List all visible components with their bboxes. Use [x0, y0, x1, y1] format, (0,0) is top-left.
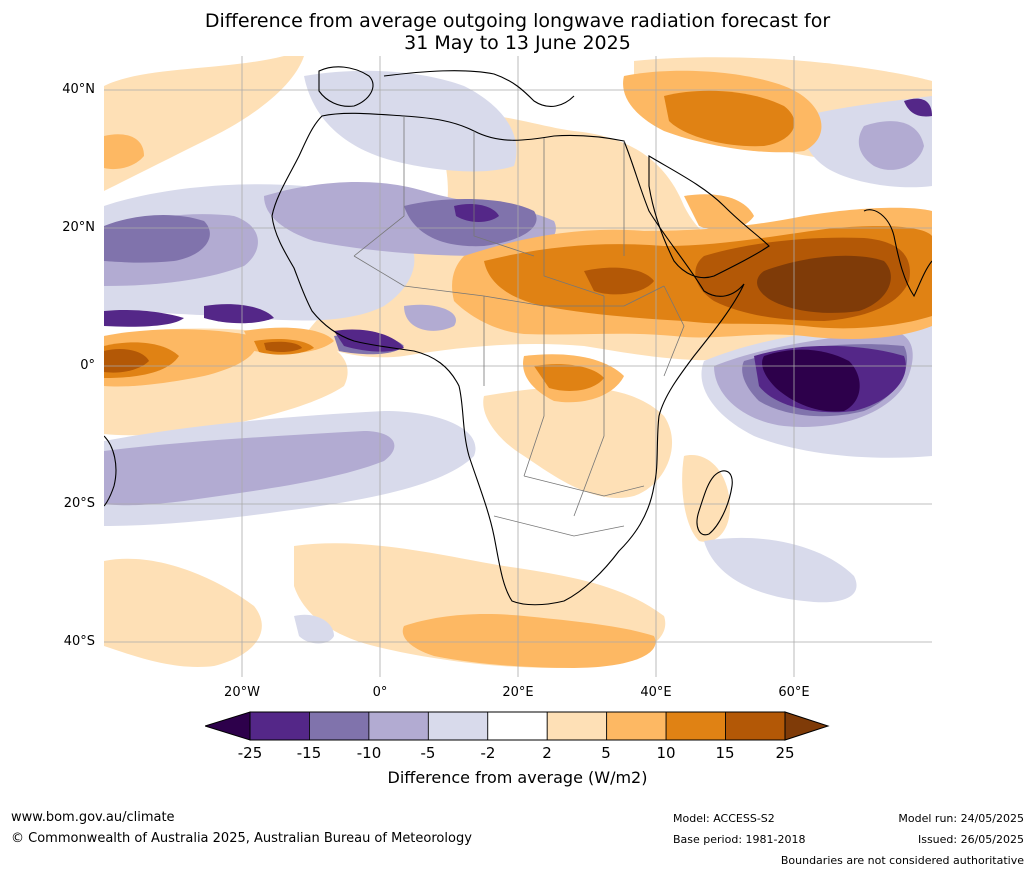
- colorbar-swatch: [427, 711, 489, 741]
- colorbar-tick: 10: [656, 744, 676, 762]
- lat-label-40n: 40°N: [62, 82, 95, 97]
- colorbar-extend-high: [784, 711, 830, 741]
- footer-base-period: Base period: 1981-2018: [673, 833, 806, 846]
- map-panel: [104, 56, 932, 677]
- title-line-2: 31 May to 13 June 2025: [404, 32, 631, 54]
- footer-copyright: © Commonwealth of Australia 2025, Austra…: [11, 831, 472, 846]
- colorbar-tick: 2: [542, 744, 552, 762]
- colorbar-swatch: [546, 711, 608, 741]
- lon-label-20e: 20°E: [502, 685, 534, 700]
- coastlines: [104, 66, 932, 606]
- lat-label-0: 0°: [80, 358, 95, 373]
- colorbar-extend-low: [205, 711, 251, 741]
- colorbar-tick: -2: [480, 744, 496, 762]
- anomaly-fill-positive-extreme: [757, 255, 891, 313]
- anomaly-fill-negative-extreme: [762, 349, 860, 412]
- colorbar-swatch: [487, 711, 548, 741]
- colorbar-swatch: [368, 711, 429, 741]
- colorbar-tick: 5: [601, 744, 611, 762]
- lat-label-20s: 20°S: [63, 496, 95, 511]
- footer-model-run: Model run: 24/05/2025: [898, 812, 1024, 825]
- colorbar-tick: -10: [356, 744, 382, 762]
- footer-model: Model: ACCESS-S2: [673, 812, 775, 825]
- lon-label-20w: 20°W: [224, 685, 260, 700]
- map-title: Difference from average outgoing longwav…: [0, 10, 1035, 54]
- anomaly-map: [104, 56, 932, 677]
- colorbar-tick: -25: [237, 744, 263, 762]
- colorbar-label: Difference from average (W/m2): [387, 768, 648, 787]
- colorbar: [205, 711, 830, 741]
- footer-issued: Issued: 26/05/2025: [917, 833, 1024, 846]
- colorbar-tick: -5: [420, 744, 436, 762]
- colorbar-swatch: [309, 711, 370, 741]
- colorbar-tick: 15: [715, 744, 735, 762]
- lon-label-40e: 40°E: [640, 685, 672, 700]
- lat-label-40s: 40°S: [63, 634, 95, 649]
- lat-label-20n: 20°N: [62, 220, 95, 235]
- colorbar-swatch: [665, 711, 726, 741]
- footer-boundaries-note: Boundaries are not considered authoritat…: [780, 854, 1024, 867]
- colorbar-tick: 25: [775, 744, 795, 762]
- colorbar-swatch: [606, 711, 667, 741]
- footer-website: www.bom.gov.au/climate: [11, 810, 175, 825]
- colorbar-swatch: [725, 711, 786, 741]
- colorbar-tick: -15: [296, 744, 322, 762]
- colorbar-outline: [249, 711, 786, 741]
- lon-label-60e: 60°E: [778, 685, 810, 700]
- title-line-1: Difference from average outgoing longwav…: [204, 10, 831, 32]
- colorbar-swatch: [249, 711, 310, 741]
- lon-label-0: 0°: [372, 685, 388, 700]
- country-borders: [353, 116, 685, 537]
